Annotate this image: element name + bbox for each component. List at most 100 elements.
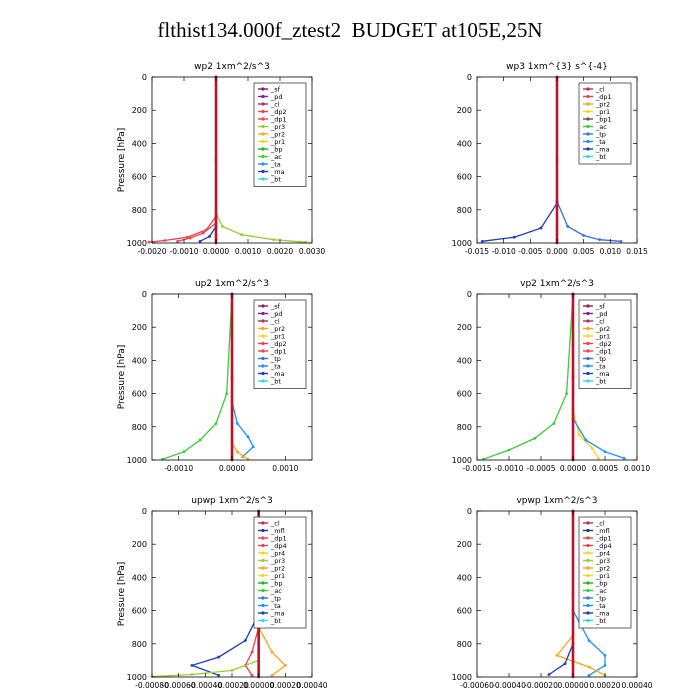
- data-point_tp: [619, 239, 623, 243]
- x-tick-label: -0.00060: [162, 681, 196, 690]
- x-tick-label: 0.00020: [589, 681, 620, 690]
- legend-item: _ma: [595, 370, 610, 378]
- y-tick-label: 600: [132, 173, 147, 182]
- legend-marker: [261, 117, 265, 121]
- legend-item: _ma: [595, 146, 610, 154]
- data-point_dp2: [189, 236, 192, 240]
- legend-item: _ac: [270, 153, 282, 161]
- data-point_pr3: [272, 238, 275, 242]
- legend-item: _bt: [595, 617, 606, 625]
- panel-title: vp2 1xm^2/s^3: [520, 279, 594, 289]
- legend-marker: [586, 117, 590, 121]
- data-point_ma: [198, 239, 202, 243]
- legend-item: _tp: [595, 595, 606, 603]
- x-tick-label: 0.0030: [299, 247, 325, 256]
- data-point_ac: [552, 422, 556, 425]
- panel-title: up2 1xm^2/s^3: [195, 279, 269, 289]
- legend-marker: [586, 87, 590, 91]
- legend-marker: [261, 543, 265, 548]
- legend-item: _bt: [270, 378, 281, 386]
- y-tick-label: 200: [457, 540, 472, 549]
- legend-item: _pr1: [270, 138, 285, 146]
- x-tick-label: 0.0010: [235, 247, 261, 256]
- legend-item: _dp2: [595, 340, 612, 348]
- legend-marker: [261, 319, 265, 323]
- legend-marker: [261, 147, 265, 151]
- data-point_ac: [507, 448, 511, 452]
- data-point_ac: [198, 438, 202, 442]
- y-tick-label: 600: [132, 390, 147, 399]
- panel-title: wp2 1xm^2/s^3: [194, 62, 270, 72]
- x-tick-label: -0.00020: [215, 681, 249, 690]
- data-point_dp2: [176, 239, 180, 243]
- x-tick-label: 0.0005: [592, 464, 618, 473]
- data-point_dp1: [163, 239, 167, 242]
- data-point_ta: [246, 435, 250, 439]
- legend-marker: [261, 177, 265, 181]
- y-tick-label: 400: [457, 573, 472, 582]
- x-tick-label: -0.0010: [164, 464, 193, 473]
- legend-item: _ac: [595, 123, 607, 131]
- x-tick-label: -0.015: [465, 247, 489, 256]
- panel-title: upwp 1xm^2/s^3: [191, 496, 272, 506]
- x-tick-label: 0.00040: [296, 681, 327, 690]
- legend-item: _bt: [595, 378, 606, 386]
- y-tick-label: 1000: [452, 673, 472, 682]
- x-tick-label: -0.0010: [495, 464, 524, 473]
- data-point_ta: [622, 456, 626, 460]
- data-point_ac: [214, 422, 218, 425]
- x-tick-label: -0.00040: [188, 681, 222, 690]
- data-point_pr2: [283, 663, 287, 667]
- data-point_ta: [587, 639, 591, 642]
- data-point_pr2: [235, 450, 239, 454]
- panel-vpwp: vpwp 1xm^2/s^302004006008001000-0.00060-…: [452, 496, 653, 690]
- legend-item: _pr4: [270, 550, 285, 558]
- data-point_pr1: [597, 456, 600, 460]
- legend-box: [253, 516, 307, 629]
- data-point_pr1: [590, 446, 594, 450]
- legend-marker: [261, 596, 265, 600]
- legend-item: _bt: [595, 153, 606, 161]
- legend-marker: [261, 87, 265, 91]
- legend-item: _dp2: [270, 340, 287, 348]
- legend-item: _ta: [270, 161, 281, 169]
- data-point_pr2: [270, 673, 274, 677]
- legend-marker: [261, 536, 265, 540]
- legend-item: _cl: [270, 318, 280, 326]
- legend-marker: [586, 124, 590, 129]
- legend-item: _sf: [595, 303, 606, 311]
- legend-item: _bt: [270, 176, 281, 184]
- legend-marker: [261, 364, 265, 368]
- legend-item: _tp: [270, 595, 281, 603]
- legend-item: _pr1: [595, 333, 610, 341]
- panel-wp3: wp3 1xm^{3} s^{-4}02004006008001000-0.01…: [452, 62, 648, 256]
- y-tick-label: 0: [467, 73, 472, 82]
- legend-item: _cl: [270, 101, 280, 109]
- x-tick-label: -0.00020: [524, 681, 558, 690]
- y-tick-label: 200: [132, 106, 147, 115]
- y-axis-label: Pressure [hPa]: [117, 562, 127, 627]
- legend-item: _bp: [270, 580, 283, 588]
- data-point_dp1: [147, 240, 151, 244]
- data-point_ta: [251, 445, 255, 449]
- data-point_ac: [565, 392, 568, 395]
- legend-marker: [261, 139, 265, 144]
- plot-frame: [476, 510, 638, 678]
- data-point_ac: [225, 392, 229, 395]
- x-tick-label: 0.0010: [272, 464, 298, 473]
- legend-item: _pr2: [270, 325, 285, 333]
- legend-item: _dp1: [270, 535, 287, 543]
- series-line_ta: [231, 294, 255, 458]
- y-tick-label: 600: [457, 607, 472, 616]
- series-line_ma: [189, 511, 260, 676]
- y-tick-label: 800: [132, 423, 147, 432]
- legend-item: _cl: [270, 520, 280, 528]
- data-point_pr2: [241, 454, 245, 458]
- legend-item: _ta: [595, 138, 606, 146]
- x-tick-label: 0.00000: [243, 681, 274, 690]
- y-tick-label: 800: [132, 640, 147, 649]
- panel-up2: up2 1xm^2/s^3 Pressure [hPa] 0 200 400 600 800…: [117, 279, 313, 473]
- y-tick-label: 600: [457, 390, 472, 399]
